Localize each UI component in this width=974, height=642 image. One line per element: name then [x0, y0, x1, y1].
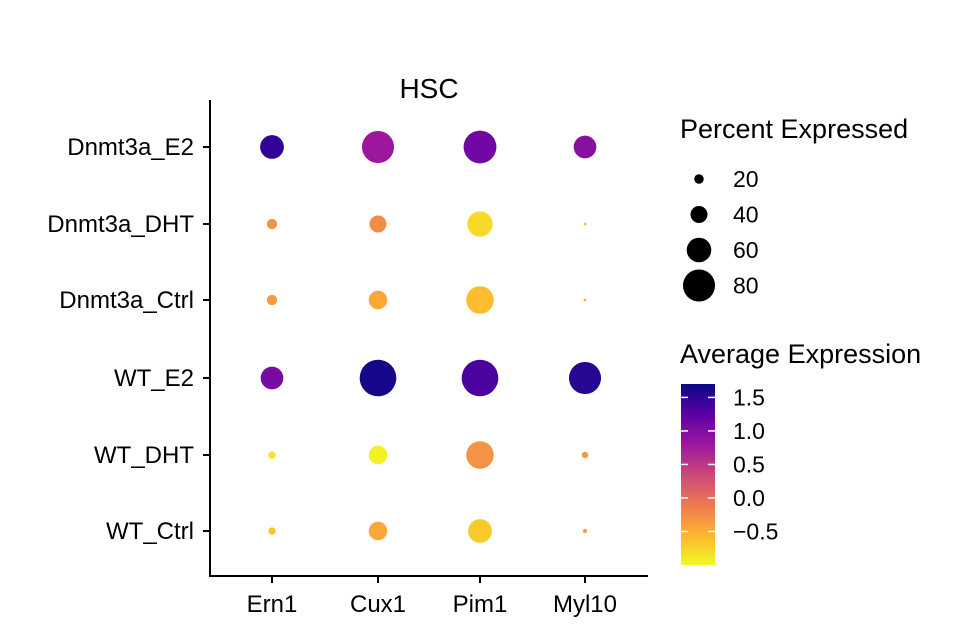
- color-legend-ticks: 1.5 1.0 0.5 0.0 −0.5: [681, 384, 778, 544]
- dot-mark: [359, 359, 397, 397]
- size-legend-dot: [690, 205, 708, 224]
- dot-mark: [466, 441, 494, 469]
- dot-marks: [260, 130, 602, 543]
- dot-mark: [583, 222, 587, 226]
- size-legend-dot: [682, 269, 716, 302]
- dot-mark: [268, 527, 276, 535]
- plot-area: Dnmt3a_E2 Dnmt3a_DHT Dnmt3a_Ctrl WT_E2 WT_DH…: [47, 100, 648, 618]
- size-legend-items: 20 40 60 80: [682, 166, 759, 302]
- y-tick-label: Dnmt3a_DHT: [47, 211, 194, 238]
- dot-mark: [581, 451, 589, 459]
- y-tick-label: WT_E2: [114, 365, 194, 392]
- x-tick-label: Ern1: [247, 591, 298, 618]
- size-legend-label: 20: [733, 166, 759, 192]
- y-tick-label: Dnmt3a_Ctrl: [59, 287, 194, 314]
- dot-mark: [260, 135, 284, 159]
- dot-mark: [582, 528, 588, 534]
- y-tick-label: WT_DHT: [94, 442, 194, 469]
- size-legend-title: Percent Expressed: [680, 114, 908, 144]
- y-tick-label: WT_Ctrl: [106, 518, 194, 545]
- dot-mark: [573, 135, 597, 159]
- size-legend: Percent Expressed 20 40 60 80: [680, 114, 908, 302]
- x-axis-ticks: Ern1 Cux1 Pim1 Myl10: [247, 576, 617, 618]
- color-legend: Average Expression 1.5 1.0 0.5 0.0 −0.5: [680, 339, 921, 565]
- dot-mark: [463, 130, 497, 164]
- dot-mark: [369, 215, 387, 233]
- size-legend-dot: [694, 174, 704, 184]
- dot-mark: [461, 359, 499, 397]
- x-tick-label: Cux1: [350, 591, 406, 618]
- dot-mark: [368, 445, 388, 465]
- dot-mark: [466, 286, 494, 314]
- size-legend-dot: [686, 237, 712, 263]
- x-tick-label: Pim1: [453, 591, 508, 618]
- dot-mark: [568, 361, 602, 395]
- color-bar: [681, 384, 715, 565]
- dot-mark: [467, 211, 493, 237]
- size-legend-label: 80: [733, 273, 759, 299]
- y-tick-label: Dnmt3a_E2: [67, 134, 194, 161]
- color-legend-label: 0.5: [733, 451, 765, 477]
- color-legend-label: 0.0: [733, 485, 765, 511]
- x-tick-label: Myl10: [553, 591, 617, 618]
- dot-mark: [361, 130, 395, 164]
- size-legend-label: 60: [733, 237, 759, 263]
- dot-mark: [583, 298, 587, 302]
- dot-mark: [266, 218, 278, 230]
- color-legend-label: −0.5: [733, 518, 778, 544]
- dot-mark: [368, 290, 388, 310]
- dot-mark: [368, 521, 388, 541]
- color-legend-label: 1.5: [733, 384, 765, 410]
- color-legend-title: Average Expression: [680, 339, 921, 369]
- dot-mark: [260, 366, 284, 390]
- dot-mark: [268, 451, 276, 459]
- size-legend-label: 40: [733, 202, 759, 228]
- chart-title: HSC: [399, 73, 458, 104]
- dot-mark: [266, 294, 278, 306]
- y-axis-ticks: Dnmt3a_E2 Dnmt3a_DHT Dnmt3a_Ctrl WT_E2 WT_DH…: [47, 134, 210, 545]
- color-legend-label: 1.0: [733, 418, 765, 444]
- dot-mark: [468, 519, 492, 543]
